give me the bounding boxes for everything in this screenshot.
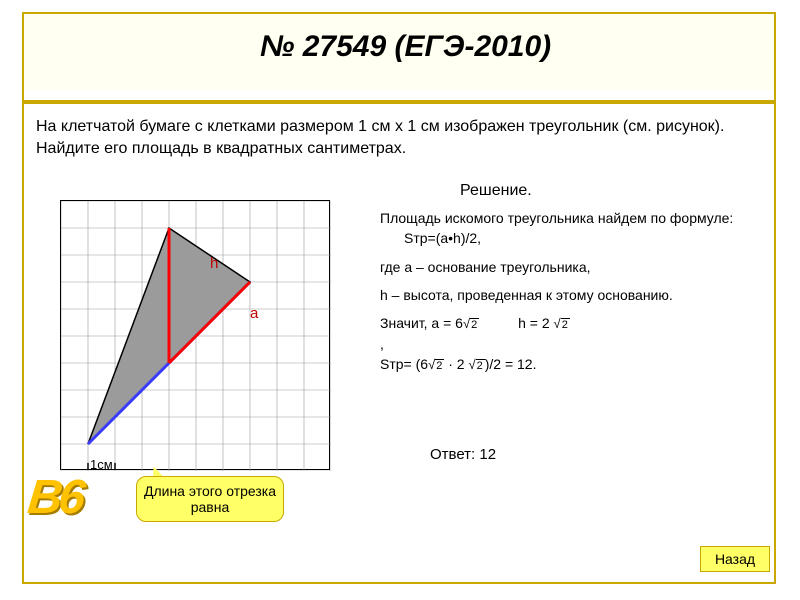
solution-line: где а – основание треугольника, — [380, 257, 760, 277]
solution-line: Площадь искомого треугольника найдем по … — [380, 208, 760, 228]
problem-statement: На клетчатой бумаге с клетками размером … — [36, 116, 766, 159]
sqrt-icon: 2 — [554, 315, 570, 334]
solution-line: h – высота, проведенная к этому основани… — [380, 285, 760, 305]
solution-formula: Sтр=(a•h)/2, — [404, 228, 760, 248]
text: )/2 = 12. — [485, 356, 537, 372]
triangle-diagram: 1см — [60, 200, 330, 470]
back-button[interactable]: Назад — [700, 546, 770, 572]
text: · 2 — [444, 356, 468, 372]
label-a: a — [250, 305, 258, 322]
solution-line: Значит, а = 62 h = 2 2 — [380, 313, 760, 334]
page-title: № 27549 (ЕГЭ-2010) — [260, 30, 551, 64]
text: Значит, а = 6 — [380, 315, 463, 331]
sqrt-icon: 2 — [463, 315, 479, 334]
callout-text: Длина этого отрезка равна — [141, 483, 279, 515]
answer-text: Ответ: 12 — [430, 446, 496, 463]
solution-comma: , — [380, 334, 760, 354]
back-label: Назад — [715, 551, 755, 567]
label-h: h — [210, 255, 218, 272]
text: Sтр= (6 — [380, 356, 428, 372]
diagram-svg: 1см — [61, 201, 331, 471]
sqrt-icon: 2 — [428, 356, 444, 375]
solution-line: Sтр= (62 · 2 2)/2 = 12. — [380, 354, 760, 375]
text: h = 2 — [518, 315, 553, 331]
segment-length-callout[interactable]: Длина этого отрезка равна — [136, 476, 284, 522]
title-divider — [24, 100, 774, 104]
solution-heading: Решение. — [460, 182, 532, 200]
svg-text:1см: 1см — [90, 457, 113, 471]
sqrt-icon: 2 — [468, 356, 484, 375]
solution-body: Площадь искомого треугольника найдем по … — [380, 208, 760, 375]
b6-badge: В6 — [25, 470, 84, 525]
